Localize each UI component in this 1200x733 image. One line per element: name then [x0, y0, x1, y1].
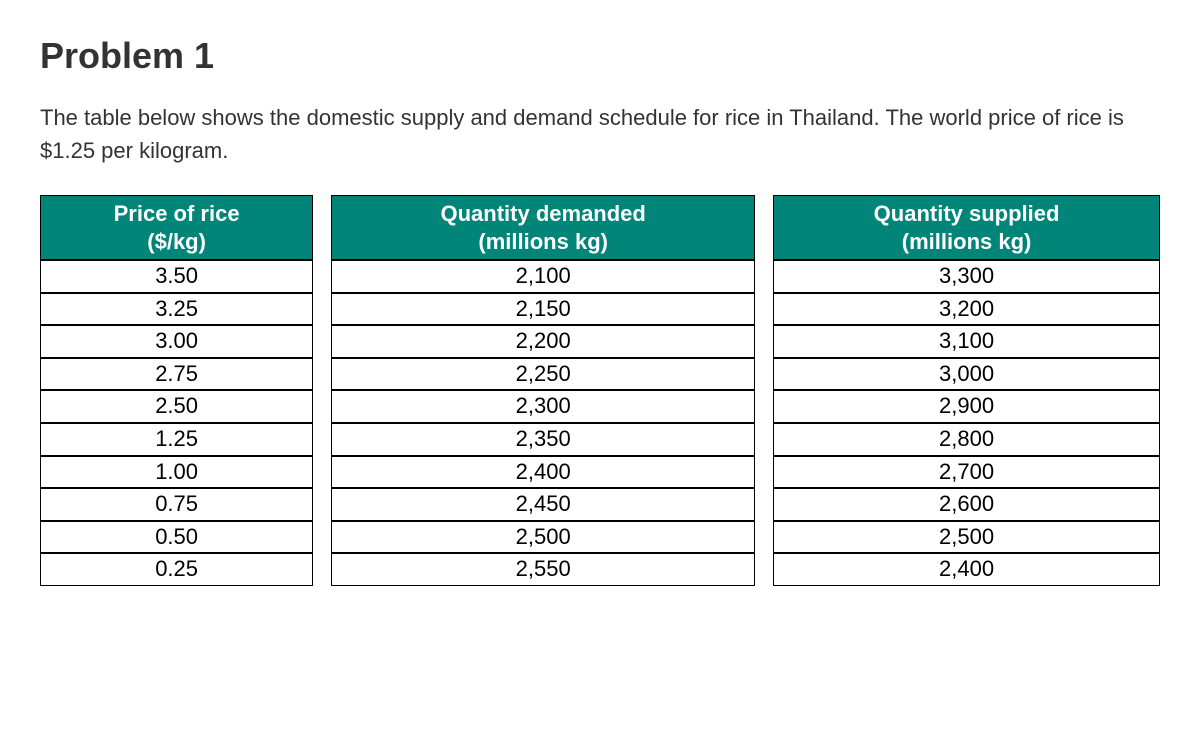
- column-gap: [313, 423, 331, 456]
- cell-price: 2.50: [40, 390, 313, 423]
- column-gap: [755, 195, 773, 260]
- cell-demanded: 2,500: [331, 521, 755, 554]
- problem-heading: Problem 1: [40, 35, 1160, 77]
- cell-demanded: 2,250: [331, 358, 755, 391]
- table-row: 0.50 2,500 2,500: [40, 521, 1160, 554]
- column-gap: [313, 390, 331, 423]
- cell-supplied: 3,000: [773, 358, 1160, 391]
- column-gap: [755, 293, 773, 326]
- cell-demanded: 2,150: [331, 293, 755, 326]
- column-subtitle: ($/kg): [49, 228, 304, 256]
- cell-supplied: 3,200: [773, 293, 1160, 326]
- column-gap: [313, 456, 331, 489]
- table-row: 1.00 2,400 2,700: [40, 456, 1160, 489]
- table-row: 3.25 2,150 3,200: [40, 293, 1160, 326]
- column-gap: [313, 325, 331, 358]
- column-gap: [313, 260, 331, 293]
- table-row: 0.25 2,550 2,400: [40, 553, 1160, 586]
- cell-supplied: 3,100: [773, 325, 1160, 358]
- column-gap: [755, 488, 773, 521]
- column-gap: [313, 488, 331, 521]
- column-title: Price of rice: [114, 201, 240, 226]
- cell-supplied: 3,300: [773, 260, 1160, 293]
- cell-supplied: 2,700: [773, 456, 1160, 489]
- cell-price: 3.50: [40, 260, 313, 293]
- cell-demanded: 2,300: [331, 390, 755, 423]
- table-row: 0.75 2,450 2,600: [40, 488, 1160, 521]
- table-row: 3.50 2,100 3,300: [40, 260, 1160, 293]
- table-row: 2.75 2,250 3,000: [40, 358, 1160, 391]
- column-header-price: Price of rice ($/kg): [40, 195, 313, 260]
- table-body: 3.50 2,100 3,300 3.25 2,150 3,200 3.00 2…: [40, 260, 1160, 586]
- column-gap: [313, 293, 331, 326]
- column-gap: [755, 521, 773, 554]
- cell-supplied: 2,500: [773, 521, 1160, 554]
- cell-demanded: 2,550: [331, 553, 755, 586]
- column-header-supplied: Quantity supplied (millions kg): [773, 195, 1160, 260]
- table-row: 2.50 2,300 2,900: [40, 390, 1160, 423]
- cell-demanded: 2,100: [331, 260, 755, 293]
- column-gap: [755, 456, 773, 489]
- column-gap: [755, 358, 773, 391]
- cell-supplied: 2,400: [773, 553, 1160, 586]
- cell-demanded: 2,350: [331, 423, 755, 456]
- cell-price: 1.00: [40, 456, 313, 489]
- cell-price: 0.25: [40, 553, 313, 586]
- column-gap: [755, 423, 773, 456]
- table-row: 1.25 2,350 2,800: [40, 423, 1160, 456]
- column-title: Quantity demanded: [441, 201, 646, 226]
- cell-price: 1.25: [40, 423, 313, 456]
- table-row: 3.00 2,200 3,100: [40, 325, 1160, 358]
- column-header-demanded: Quantity demanded (millions kg): [331, 195, 755, 260]
- column-gap: [313, 521, 331, 554]
- column-gap: [755, 260, 773, 293]
- column-subtitle: (millions kg): [782, 228, 1151, 256]
- cell-supplied: 2,900: [773, 390, 1160, 423]
- cell-price: 2.75: [40, 358, 313, 391]
- column-subtitle: (millions kg): [340, 228, 746, 256]
- column-gap: [755, 553, 773, 586]
- cell-supplied: 2,600: [773, 488, 1160, 521]
- cell-price: 0.75: [40, 488, 313, 521]
- cell-demanded: 2,200: [331, 325, 755, 358]
- cell-demanded: 2,400: [331, 456, 755, 489]
- column-gap: [755, 325, 773, 358]
- cell-price: 3.25: [40, 293, 313, 326]
- column-gap: [313, 358, 331, 391]
- column-gap: [313, 553, 331, 586]
- cell-price: 0.50: [40, 521, 313, 554]
- cell-demanded: 2,450: [331, 488, 755, 521]
- column-gap: [755, 390, 773, 423]
- supply-demand-table: Price of rice ($/kg) Quantity demanded (…: [40, 195, 1160, 586]
- problem-description: The table below shows the domestic suppl…: [40, 101, 1160, 167]
- column-gap: [313, 195, 331, 260]
- table-header-row: Price of rice ($/kg) Quantity demanded (…: [40, 195, 1160, 260]
- cell-price: 3.00: [40, 325, 313, 358]
- column-title: Quantity supplied: [874, 201, 1060, 226]
- cell-supplied: 2,800: [773, 423, 1160, 456]
